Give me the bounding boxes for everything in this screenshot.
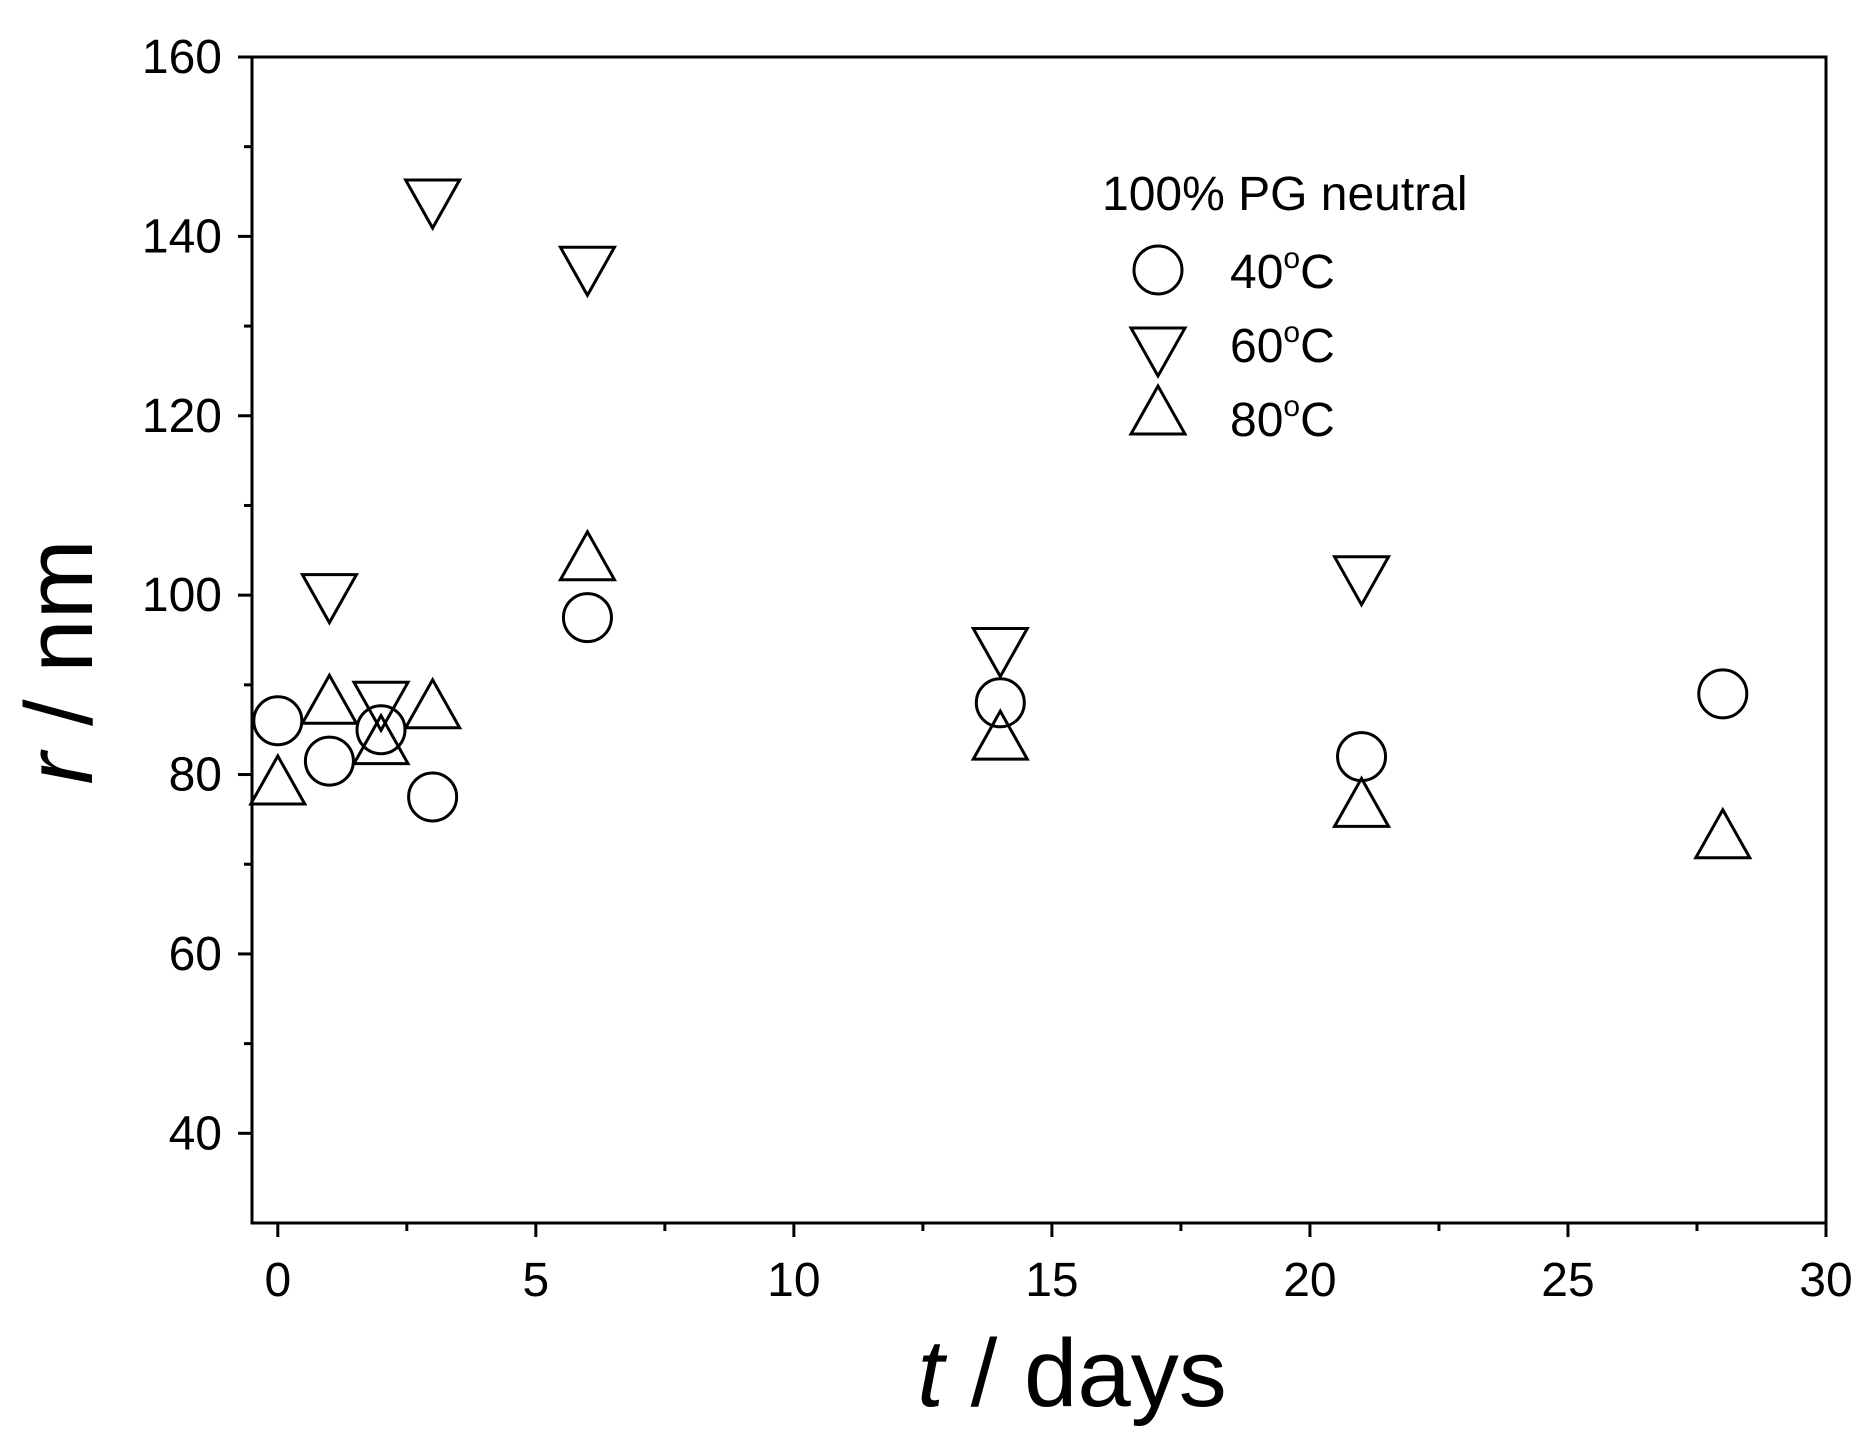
legend-marker-triangle-up [1128,382,1188,436]
data-point-triangle-down [1331,555,1392,608]
data-points [248,178,1753,860]
x-axis-label: t / days [917,1320,1226,1427]
legend-label: 40oC [1230,242,1335,299]
y-tick-label: 40 [169,1107,222,1160]
x-axis-label-symbol: t [917,1320,947,1427]
x-axis-label-unit: / days [944,1320,1227,1427]
x-tick-label: 25 [1541,1254,1594,1307]
data-point-triangle-down [299,573,359,626]
data-point-circle [303,735,355,787]
y-tick-label: 80 [169,749,222,802]
y-tick-label: 160 [142,31,222,84]
data-point-circle [407,771,459,823]
data-point-circle [561,592,613,644]
x-axis-ticks: 0 5 10 15 20 25 30 [264,1223,1853,1307]
data-point-triangle-down [351,680,411,734]
y-axis-label: r / nm [6,539,113,784]
legend: 100% PG neutral 40oC 60oC 80oC [1102,168,1468,447]
legend-marker-triangle-down [1128,326,1188,380]
data-point-triangle-up [403,676,463,730]
legend-marker-circle [1132,244,1184,296]
data-point-triangle-up [970,708,1030,761]
legend-title: 100% PG neutral [1102,168,1468,221]
data-point-triangle-up [248,752,308,806]
plot-frame [250,55,1828,1225]
data-point-triangle-up [1693,806,1753,860]
y-tick-label: 120 [142,390,222,443]
data-point-triangle-down [557,245,618,299]
x-tick-label: 15 [1025,1254,1078,1307]
data-point-circle [974,677,1026,729]
legend-label: 80oC [1230,390,1335,447]
data-point-triangle-up [299,672,359,725]
x-tick-label: 5 [522,1254,549,1307]
data-point-triangle-down [403,178,463,232]
legend-label: 60oC [1230,316,1335,373]
data-point-circle [252,695,304,747]
y-axis-ticks: 40 60 80 100 120 140 160 [142,31,252,1160]
data-point-circle [1697,668,1749,720]
y-tick-label: 60 [169,928,222,981]
y-tick-label: 100 [142,569,222,622]
data-point-triangle-down [970,626,1030,680]
data-point-circle [355,704,407,756]
y-axis-label-symbol: r [6,749,113,785]
data-point-triangle-up [351,712,411,766]
data-point-triangle-up [557,528,618,582]
x-tick-label: 30 [1799,1254,1852,1307]
x-tick-label: 20 [1283,1254,1336,1307]
y-axis-label-unit: / nm [6,539,113,752]
data-point-circle [1336,731,1388,783]
data-point-triangle-up [1331,775,1392,828]
legend-items: 40oC 60oC 80oC [1128,242,1335,447]
x-tick-label: 10 [767,1254,820,1307]
x-tick-label: 0 [264,1254,291,1307]
y-tick-label: 140 [142,210,222,263]
